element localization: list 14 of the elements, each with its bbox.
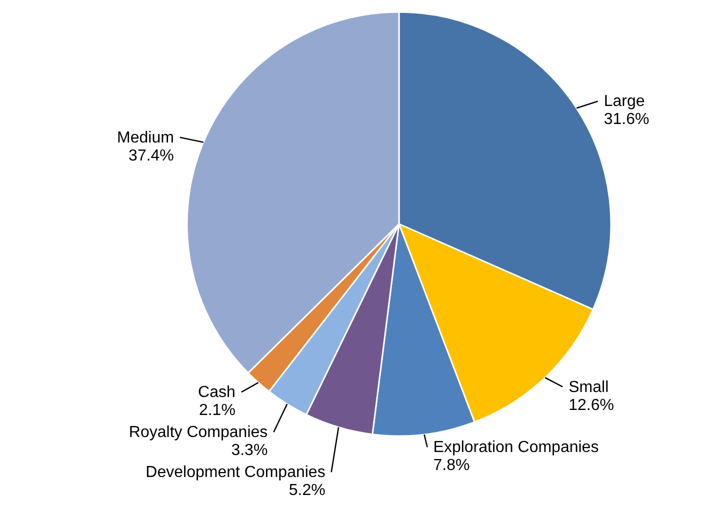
- slice-label: Royalty Companies: [128, 424, 268, 442]
- slice-label: Development Companies: [146, 464, 326, 482]
- data-label: 5.2%: [288, 482, 326, 500]
- data-label: 12.6%: [568, 396, 614, 414]
- slice-label: Large: [604, 93, 645, 110]
- slice-label: Small: [568, 378, 609, 396]
- slice-label: Cash: [198, 384, 236, 402]
- slice-label: Exploration Companies: [433, 439, 599, 456]
- data-label: 31.6%: [604, 111, 650, 128]
- slice-label: Medium: [117, 129, 174, 146]
- data-label: 7.8%: [433, 457, 470, 474]
- data-label: 3.3%: [231, 442, 268, 460]
- data-label: 2.1%: [198, 402, 236, 420]
- data-label: 37.4%: [128, 147, 174, 164]
